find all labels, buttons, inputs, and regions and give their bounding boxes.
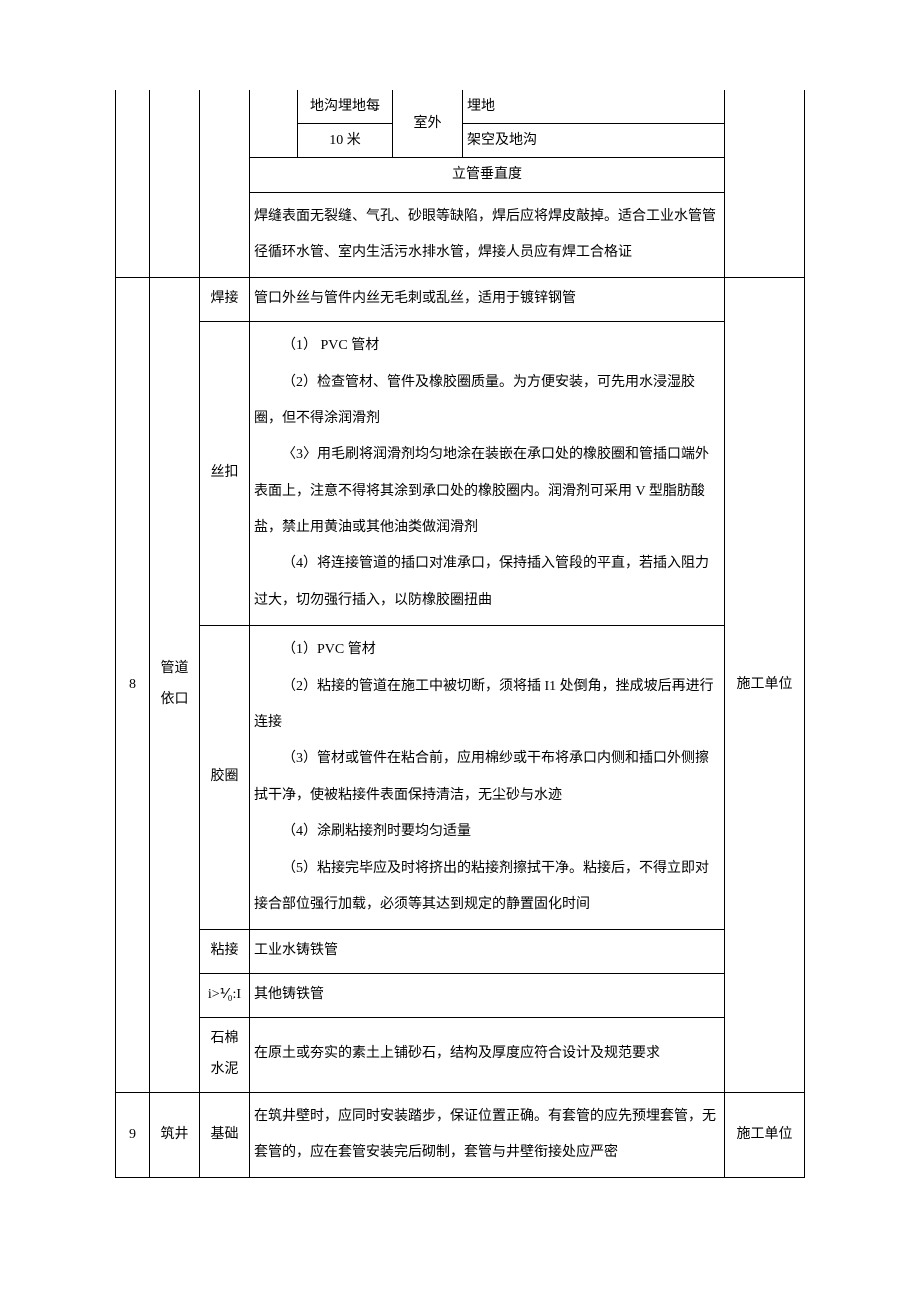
- table-row: 胶圈 （1）PVC 管材 （2）粘接的管道在施工中被切断，须将插 I1 处倒角，…: [116, 626, 805, 930]
- cell: 管口外丝与管件内丝无毛刺或乱丝，适用于镀锌钢管: [250, 278, 725, 322]
- para: （2）检查管材、管件及橡胶圈质量。为方便安装，可先用水浸湿胶圈，但不得涂润滑剂: [254, 365, 720, 438]
- cell: （1） PVC 管材 （2）检查管材、管件及橡胶圈质量。为方便安装，可先用水浸湿…: [250, 322, 725, 626]
- para: （1） PVC 管材: [254, 328, 720, 364]
- para: （4）涂刷粘接剂时要均匀适量: [254, 814, 720, 850]
- table-row: 9 筑井 基础 在筑井壁时，应同时安装踏步，保证位置正确。有套管的应先预埋套管，…: [116, 1092, 805, 1178]
- main-table: 地沟埋地每 室外 埋地 10 米 架空及地沟 立管垂直度 焊缝表面无裂缝、气孔、…: [115, 90, 805, 1178]
- cell-empty: [250, 90, 298, 158]
- sub-label: 丝扣: [200, 322, 250, 626]
- para: （3）管材或管件在粘合前，应用棉纱或干布将承口内侧和插口外侧擦拭干净，使被粘接件…: [254, 741, 720, 814]
- row-number: 9: [116, 1092, 150, 1178]
- table-row: i>⅟₀:I 其他铸铁管: [116, 974, 805, 1018]
- cell: 立管垂直度: [250, 158, 725, 192]
- sub-label: 石棉 水泥: [200, 1017, 250, 1092]
- para: 〈3〉用毛刷将润滑剂均匀地涂在装嵌在承口处的橡胶圈和管插口端外表面上，注意不得将…: [254, 437, 720, 546]
- sub-label: 胶圈: [200, 626, 250, 930]
- unit-cell: 施工单位: [725, 1092, 805, 1178]
- cell: 室外: [393, 90, 463, 158]
- para: （2）粘接的管道在施工中被切断，须将插 I1 处倒角，挫成坡后再进行连接: [254, 669, 720, 742]
- table-row: 石棉 水泥 在原土或夯实的素土上铺砂石，结构及厚度应符合设计及规范要求: [116, 1017, 805, 1092]
- sub-label: 焊接: [200, 278, 250, 322]
- cell: 10 米: [298, 124, 393, 158]
- cell: 地沟埋地每: [298, 90, 393, 124]
- cell: （1）PVC 管材 （2）粘接的管道在施工中被切断，须将插 I1 处倒角，挫成坡…: [250, 626, 725, 930]
- sub-label: 基础: [200, 1092, 250, 1178]
- table-row: 地沟埋地每 室外 埋地: [116, 90, 805, 124]
- document-page: 地沟埋地每 室外 埋地 10 米 架空及地沟 立管垂直度 焊缝表面无裂缝、气孔、…: [0, 0, 920, 1238]
- para: （5）粘接完毕应及时将挤出的粘接剂擦拭干净。粘接后，不得立即对接合部位强行加载，…: [254, 851, 720, 924]
- sub-label: i>⅟₀:I: [200, 974, 250, 1018]
- text: 管道: [161, 661, 189, 676]
- cell-weld-desc: 焊缝表面无裂缝、气孔、砂眼等缺陷，焊后应将焊皮敲掉。适合工业水管管径循环水管、室…: [250, 192, 725, 278]
- cell: 埋地: [463, 90, 725, 124]
- table-row: 粘接 工业水铸铁管: [116, 930, 805, 974]
- cell: 其他铸铁管: [250, 974, 725, 1018]
- cell: 架空及地沟: [463, 124, 725, 158]
- para: （4）将连接管道的插口对准承口，保持插入管段的平直，若插入阻力过大，切勿强行插入…: [254, 546, 720, 619]
- row-number: 8: [116, 278, 150, 1092]
- text: 依口: [161, 692, 189, 707]
- unit-cell: 施工单位: [725, 278, 805, 1092]
- row-name: 筑井: [150, 1092, 200, 1178]
- cell-empty: [116, 90, 150, 278]
- cell: 在筑井壁时，应同时安装踏步，保证位置正确。有套管的应先预埋套管，无套管的，应在套…: [250, 1092, 725, 1178]
- para: （1）PVC 管材: [254, 632, 720, 668]
- text: 石棉: [211, 1031, 239, 1046]
- row-name: 管道 依口: [150, 278, 200, 1092]
- cell-empty: [200, 90, 250, 278]
- text: 水泥: [211, 1062, 239, 1077]
- table-row: 8 管道 依口 焊接 管口外丝与管件内丝无毛刺或乱丝，适用于镀锌钢管 施工单位: [116, 278, 805, 322]
- cell-empty: [725, 90, 805, 278]
- cell: 在原土或夯实的素土上铺砂石，结构及厚度应符合设计及规范要求: [250, 1017, 725, 1092]
- cell: 工业水铸铁管: [250, 930, 725, 974]
- sub-label: 粘接: [200, 930, 250, 974]
- table-row: 丝扣 （1） PVC 管材 （2）检查管材、管件及橡胶圈质量。为方便安装，可先用…: [116, 322, 805, 626]
- cell-empty: [150, 90, 200, 278]
